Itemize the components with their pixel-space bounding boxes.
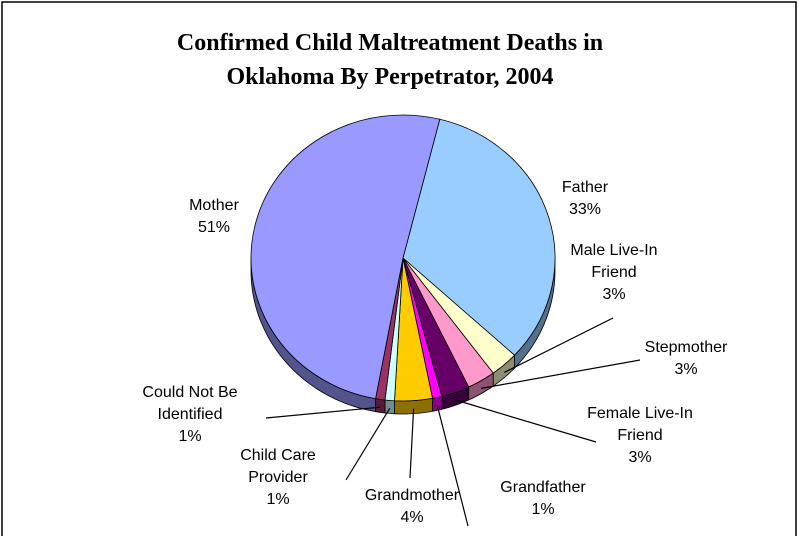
category-label: Mother <box>189 197 239 214</box>
category-label: Grandmother <box>365 487 460 504</box>
leader-line <box>481 359 641 389</box>
leader-line <box>409 408 415 479</box>
pie-slice <box>250 114 441 400</box>
value-label: 3% <box>602 286 625 303</box>
pie-slice-side <box>384 399 395 415</box>
value-label: 1% <box>178 428 201 445</box>
category-label: Male Live-In Friend <box>570 242 657 281</box>
category-label: Female Live-In Friend <box>587 405 693 444</box>
value-label: 4% <box>400 509 423 526</box>
leader-line <box>265 406 381 419</box>
leader-line <box>504 317 614 373</box>
pie-slice-side <box>432 395 443 412</box>
chart-title: Confirmed Child Maltreatment Deaths in Ok… <box>177 30 603 90</box>
value-label: 51% <box>198 219 230 236</box>
value-label: 1% <box>266 491 289 508</box>
value-label: 3% <box>674 361 697 378</box>
value-label: 33% <box>569 201 601 218</box>
leader-line <box>455 399 597 443</box>
pie-slice-side <box>375 398 386 414</box>
leader-line <box>436 404 469 527</box>
pie-slice <box>402 118 556 356</box>
category-label: Child Care Provider <box>240 447 316 486</box>
category-label: Stepmother <box>645 339 728 356</box>
value-label: 1% <box>531 501 554 518</box>
value-label: 3% <box>628 449 651 466</box>
leader-line <box>345 407 391 481</box>
category-label: Could Not Be Identified <box>142 384 237 423</box>
category-label: Grandfather <box>500 479 586 496</box>
category-label: Father <box>562 179 609 196</box>
